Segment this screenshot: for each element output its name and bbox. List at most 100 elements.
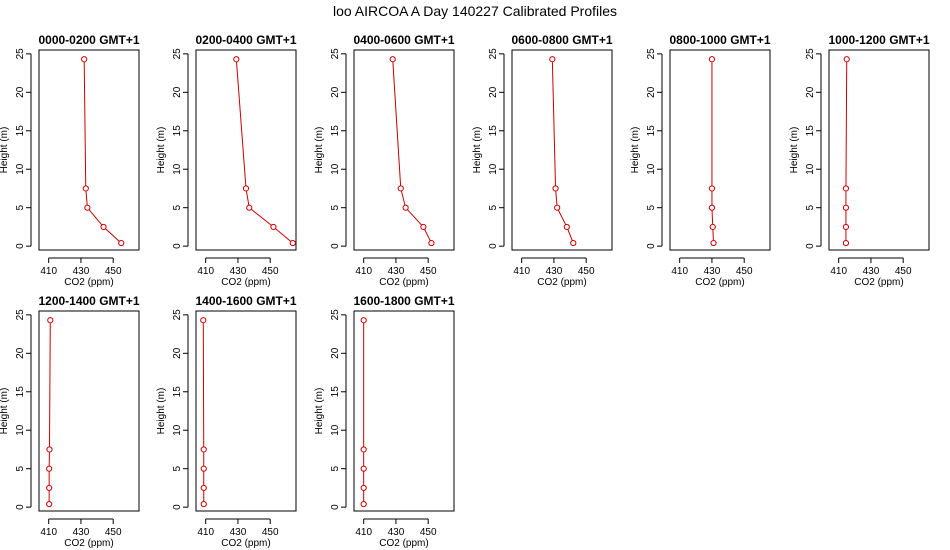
x-tick-label: 410 bbox=[671, 266, 688, 277]
x-tick-label: 410 bbox=[355, 527, 372, 538]
y-tick-label: 0 bbox=[15, 504, 26, 510]
y-tick-label: 15 bbox=[15, 386, 26, 398]
y-tick-label: 15 bbox=[172, 125, 183, 137]
x-tick-label: 430 bbox=[546, 266, 563, 277]
y-tick-label: 25 bbox=[330, 48, 341, 60]
plot-frame bbox=[38, 49, 140, 251]
x-tick-label: 450 bbox=[420, 266, 437, 277]
x-tick-label: 410 bbox=[197, 527, 214, 538]
x-axis-label: CO2 (ppm) bbox=[221, 277, 270, 288]
y-tick-label: 10 bbox=[172, 424, 183, 436]
data-point bbox=[549, 56, 556, 63]
series-line bbox=[83, 59, 122, 244]
data-point bbox=[242, 185, 250, 192]
y-tick-label: 15 bbox=[646, 125, 657, 137]
y-axis-label: Height (m) bbox=[0, 127, 10, 174]
y-tick-label: 0 bbox=[172, 243, 183, 249]
y-axis-label: Height (m) bbox=[314, 127, 325, 174]
y-tick-label: 20 bbox=[15, 86, 26, 98]
series-line bbox=[48, 320, 51, 505]
y-tick-label: 10 bbox=[172, 163, 183, 175]
x-tick-label: 430 bbox=[388, 266, 405, 277]
y-tick-label: 25 bbox=[172, 309, 183, 321]
panel-title: 0600-0800 GMT+1 bbox=[511, 33, 612, 47]
x-tick-label: 430 bbox=[230, 527, 247, 538]
y-tick-label: 5 bbox=[488, 204, 499, 210]
data-point bbox=[563, 223, 570, 231]
y-tick-label: 15 bbox=[15, 125, 26, 137]
data-point bbox=[200, 465, 207, 472]
y-axis-label: Height (m) bbox=[789, 127, 800, 174]
y-tick-label: 25 bbox=[172, 48, 183, 60]
data-point bbox=[270, 223, 277, 231]
x-axis-label: CO2 (ppm) bbox=[221, 538, 270, 549]
x-tick-label: 450 bbox=[105, 266, 122, 277]
data-point bbox=[570, 239, 577, 247]
x-axis-label: CO2 (ppm) bbox=[695, 277, 744, 288]
panel-1: 0000-0200 GMT+1 0 5 10 15 20 25 Height (m) 410 43… bbox=[0, 33, 140, 288]
y-tick-label: 10 bbox=[15, 424, 26, 436]
y-tick-label: 20 bbox=[805, 86, 816, 98]
plot-frame bbox=[195, 49, 297, 251]
y-tick-label: 20 bbox=[330, 86, 341, 98]
panel-2: 0200-0400 GMT+1 0 5 10 15 20 25 Height (m) 410 43… bbox=[156, 33, 297, 288]
x-tick-label: 410 bbox=[40, 527, 57, 538]
y-tick-label: 5 bbox=[15, 465, 26, 471]
y-axis-label: Height (m) bbox=[0, 388, 10, 435]
panel-title: 0000-0200 GMT+1 bbox=[38, 33, 139, 47]
x-tick-label: 410 bbox=[197, 266, 214, 277]
x-tick-label: 410 bbox=[830, 266, 847, 277]
y-axis-label: Height (m) bbox=[472, 127, 483, 174]
data-point bbox=[402, 204, 409, 211]
panel-7: 1200-1400 GMT+1 0 5 10 15 20 25 Height (m) 410 43… bbox=[0, 294, 140, 549]
data-point bbox=[200, 484, 207, 492]
x-tick-label: 450 bbox=[895, 266, 912, 277]
y-tick-label: 15 bbox=[805, 125, 816, 137]
panel-6: 1000-1200 GMT+1 0 5 10 15 20 25 Height (m) 410 43… bbox=[789, 33, 930, 288]
y-tick-label: 0 bbox=[805, 243, 816, 249]
y-tick-label: 25 bbox=[15, 48, 26, 60]
y-tick-label: 25 bbox=[330, 309, 341, 321]
y-tick-label: 0 bbox=[330, 504, 341, 510]
y-tick-label: 5 bbox=[805, 204, 816, 210]
y-tick-label: 5 bbox=[172, 204, 183, 210]
panels-grid: 0000-0200 GMT+1 0 5 10 15 20 25 Height (m) 410 43… bbox=[0, 33, 930, 549]
data-point bbox=[118, 239, 125, 247]
data-point bbox=[100, 223, 107, 231]
data-point bbox=[46, 484, 53, 492]
y-tick-label: 15 bbox=[172, 386, 183, 398]
x-tick-label: 430 bbox=[230, 266, 247, 277]
y-tick-label: 15 bbox=[330, 386, 341, 398]
data-point bbox=[81, 56, 88, 63]
y-tick-label: 20 bbox=[646, 86, 657, 98]
data-point bbox=[360, 446, 367, 453]
data-point bbox=[46, 465, 53, 472]
data-point bbox=[233, 56, 240, 63]
x-tick-label: 410 bbox=[40, 266, 57, 277]
plot-frame bbox=[511, 49, 613, 251]
data-point bbox=[842, 223, 850, 231]
figure-title: loo AIRCOA A Day 140227 Calibrated Profi… bbox=[333, 3, 617, 19]
y-axis-label: Height (m) bbox=[630, 127, 641, 174]
plot-frame bbox=[828, 49, 930, 251]
series-line bbox=[235, 59, 294, 244]
x-tick-label: 450 bbox=[578, 266, 595, 277]
series-line bbox=[845, 59, 848, 244]
panel-3: 0400-0600 GMT+1 0 5 10 15 20 25 Height (m) 410 43… bbox=[314, 33, 455, 288]
data-point bbox=[842, 185, 850, 192]
data-point bbox=[82, 185, 89, 192]
plot-frame bbox=[353, 49, 455, 251]
plot-frame bbox=[669, 49, 771, 251]
x-tick-label: 450 bbox=[105, 527, 122, 538]
data-point bbox=[289, 239, 296, 247]
y-tick-label: 10 bbox=[488, 163, 499, 175]
x-axis-label: CO2 (ppm) bbox=[537, 277, 586, 288]
y-tick-label: 10 bbox=[330, 424, 341, 436]
data-point bbox=[46, 446, 53, 453]
plot-frame bbox=[353, 310, 455, 512]
data-point bbox=[843, 56, 850, 63]
data-point bbox=[842, 204, 850, 211]
y-tick-label: 25 bbox=[805, 48, 816, 60]
x-axis-label: CO2 (ppm) bbox=[64, 538, 113, 549]
data-point bbox=[428, 239, 435, 247]
